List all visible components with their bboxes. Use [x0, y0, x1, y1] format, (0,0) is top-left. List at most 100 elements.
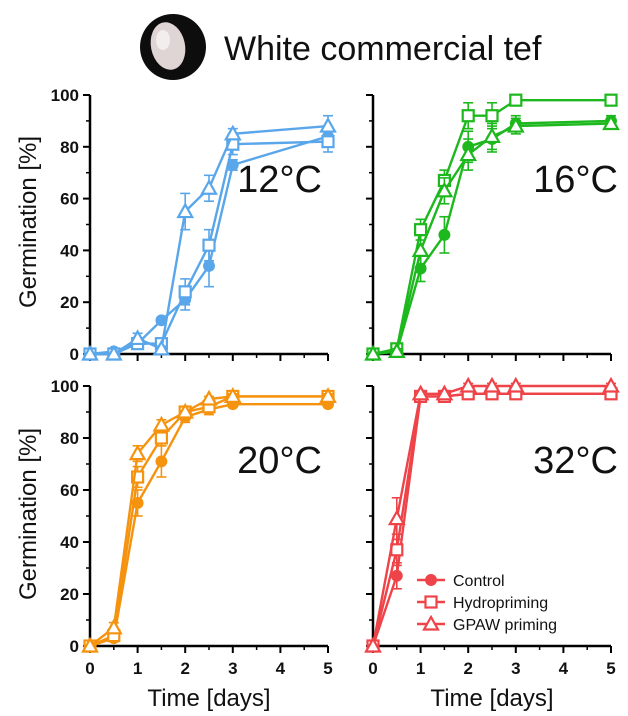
data-point — [200, 389, 218, 406]
figure-title: White commercial tef — [224, 30, 542, 68]
data-point — [604, 93, 618, 107]
series-triangle — [364, 114, 620, 361]
data-point — [483, 127, 501, 144]
temperature-label: 16°C — [533, 159, 618, 201]
data-point — [506, 116, 525, 133]
data-point — [128, 329, 147, 346]
temperature-label: 12°C — [237, 159, 322, 201]
data-point — [104, 344, 123, 361]
data-point — [602, 376, 620, 393]
data-point — [387, 342, 406, 359]
data-point — [81, 636, 99, 653]
temperature-label: 32°C — [533, 440, 618, 482]
series-line — [89, 395, 328, 647]
x-tick-label: 2 — [180, 659, 189, 678]
data-point — [154, 431, 168, 445]
series-triangle — [81, 387, 337, 653]
series-triangle — [81, 114, 337, 361]
y-tick-label: 40 — [60, 241, 79, 260]
y-tick-label: 0 — [70, 637, 79, 656]
data-point — [131, 470, 145, 484]
data-point — [223, 387, 242, 403]
data-point — [411, 384, 430, 401]
legend: Control Hydropriming GPAW priming — [417, 573, 557, 634]
data-point — [319, 116, 337, 133]
data-point — [509, 93, 523, 107]
data-point — [104, 618, 123, 635]
chart-panel-1: 0 20 40 60 80 100 12°C — [51, 86, 337, 364]
legend-entry: GPAW priming — [417, 614, 557, 634]
legend-label: Control — [453, 573, 505, 590]
data-point — [459, 145, 478, 162]
temperature-label: 20°C — [237, 440, 322, 482]
series-line — [372, 119, 612, 356]
y-tick-label: 80 — [60, 138, 79, 157]
chart-panel-3: 0 20 40 60 80 100 0 1 2 3 4 5 20°C — [51, 377, 337, 678]
data-point — [200, 178, 218, 195]
series-circle — [84, 398, 334, 652]
x-axis-title-right: Time [days] — [430, 685, 553, 712]
series-square — [83, 389, 335, 653]
legend-entry: Hydropriming — [417, 595, 548, 612]
x-tick-label: 5 — [323, 659, 332, 678]
data-point — [178, 285, 192, 299]
legend-marker — [425, 574, 437, 586]
series-line — [90, 124, 329, 356]
y-tick-label: 20 — [60, 293, 79, 312]
x-tick-label: 4 — [276, 659, 286, 678]
data-point — [364, 636, 382, 653]
data-point — [155, 455, 168, 468]
y-axis-title-top: Germination [%] — [15, 136, 42, 308]
x-tick-label: 0 — [85, 659, 94, 678]
data-point — [364, 344, 382, 361]
data-point — [202, 238, 216, 252]
data-point — [176, 202, 195, 219]
seed-photo-icon — [140, 14, 206, 80]
y-tick-label: 60 — [60, 190, 79, 209]
data-point — [223, 124, 242, 141]
data-point — [411, 241, 430, 257]
y-tick-label: 20 — [60, 585, 79, 604]
data-point — [435, 181, 454, 198]
x-tick-label: 1 — [416, 659, 425, 678]
data-point — [485, 109, 499, 123]
series-triangle — [364, 376, 620, 653]
data-point — [390, 543, 404, 557]
data-point — [128, 444, 147, 461]
data-point — [81, 344, 99, 361]
legend-label: Hydropriming — [453, 595, 548, 612]
data-point — [152, 415, 171, 432]
data-point — [319, 387, 337, 403]
x-tick-label: 3 — [228, 659, 237, 678]
data-point — [176, 402, 195, 419]
legend-marker — [422, 614, 440, 631]
y-tick-label: 40 — [60, 533, 79, 552]
x-tick-label: 3 — [511, 659, 520, 678]
data-point — [152, 339, 171, 356]
data-point — [602, 114, 620, 131]
chart-panel-4: 0 1 2 3 4 5 32°C — [364, 376, 620, 678]
y-axis-title-bottom: Germination [%] — [15, 428, 42, 600]
data-point — [203, 259, 215, 272]
chart-panel-2: 16°C — [364, 93, 620, 361]
legend-entry: Control — [417, 573, 505, 590]
data-point — [438, 228, 451, 241]
data-point — [461, 109, 475, 123]
data-point — [435, 384, 454, 401]
y-tick-label: 100 — [51, 377, 79, 396]
y-tick-label: 60 — [60, 481, 79, 500]
x-tick-label: 5 — [606, 659, 615, 678]
data-point — [390, 569, 403, 582]
data-point — [483, 376, 501, 393]
series-circle — [367, 114, 617, 360]
x-tick-label: 4 — [559, 659, 569, 678]
y-tick-label: 100 — [51, 86, 79, 105]
y-tick-label: 0 — [70, 345, 79, 364]
x-tick-label: 2 — [463, 659, 472, 678]
legend-label: GPAW priming — [453, 617, 557, 634]
data-point — [506, 376, 525, 393]
series-line — [89, 395, 328, 648]
x-axis-title-left: Time [days] — [147, 685, 270, 712]
